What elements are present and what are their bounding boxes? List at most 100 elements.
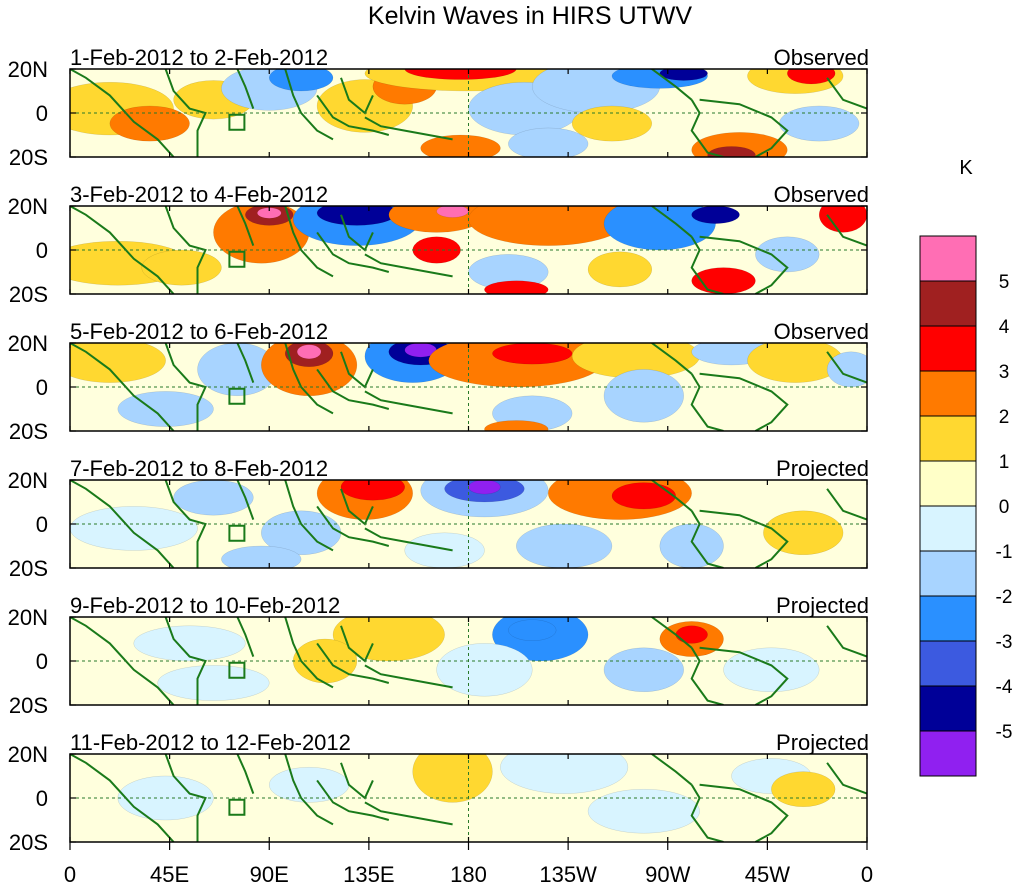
lat-tick-label: 20N — [8, 194, 48, 219]
coastline — [340, 77, 374, 115]
anomaly-contour — [436, 643, 533, 697]
anomaly-contour — [508, 127, 589, 157]
coastline — [164, 754, 207, 842]
coastline — [690, 99, 724, 157]
coastline — [340, 625, 374, 663]
anomaly-contour — [404, 532, 485, 568]
coastline — [316, 368, 390, 410]
lat-tick-label: 0 — [36, 649, 48, 674]
coastline — [699, 646, 789, 705]
coastline — [826, 351, 867, 384]
lat-tick-label: 0 — [36, 375, 48, 400]
colorbar-tick-label: -5 — [996, 722, 1013, 743]
anomaly-contour — [707, 146, 756, 157]
anomaly-contour — [611, 482, 676, 510]
coastline — [651, 480, 693, 512]
anomaly-contour — [269, 69, 334, 92]
coastline — [690, 647, 724, 705]
coastline — [236, 206, 255, 246]
map-panel: 20N 0 20S 11-Feb-2012 to 12-Feb-2012 Project… — [8, 730, 869, 855]
coastline — [651, 69, 693, 101]
coastline — [284, 754, 334, 826]
region-box — [228, 113, 246, 131]
panel-status-label: Observed — [774, 45, 869, 70]
coastline — [690, 236, 724, 294]
coastline — [236, 617, 255, 657]
coastline — [364, 253, 453, 278]
anomaly-contour — [603, 647, 684, 692]
anomaly-contour — [691, 206, 740, 224]
coastline — [164, 617, 207, 705]
anomaly-contour — [587, 789, 700, 834]
coastline — [699, 509, 789, 568]
lon-tick-label: 135W — [539, 862, 597, 887]
lon-tick-label: 0 — [861, 862, 873, 887]
colorbar-tick-label: 1 — [999, 452, 1010, 473]
anomaly-contour — [492, 343, 573, 365]
lon-tick-label: 90W — [645, 862, 690, 887]
anomaly-contour — [70, 506, 198, 551]
region-box — [228, 387, 246, 405]
panel-date-label: 11-Feb-2012 to 12-Feb-2012 — [70, 730, 351, 755]
anomaly-contour — [755, 236, 820, 273]
coastline — [316, 94, 390, 136]
colorbar-tick-label: 4 — [999, 317, 1010, 338]
lon-tick-label: 45E — [150, 862, 189, 887]
lat-tick-label: 20N — [8, 468, 48, 493]
coastline — [284, 206, 334, 278]
anomaly-contour — [500, 754, 629, 794]
lat-tick-label: 20N — [8, 331, 48, 356]
anomaly-contour — [436, 206, 469, 218]
anomaly-contour — [603, 206, 716, 251]
anomaly-contour — [659, 69, 708, 81]
anomaly-contour — [571, 105, 653, 142]
lat-tick-label: 20N — [8, 605, 48, 630]
panel-status-label: Projected — [776, 593, 869, 618]
colorbar-tick-label: -1 — [996, 542, 1013, 563]
anomaly-contour — [723, 647, 820, 692]
anomaly-contour — [316, 206, 397, 226]
colorbar-swatch — [919, 595, 977, 642]
coastline — [236, 480, 255, 520]
coastline — [340, 762, 374, 800]
lon-tick-label: 90E — [250, 862, 289, 887]
anomaly-contour — [508, 619, 557, 641]
coastline — [236, 69, 255, 109]
colorbar-swatch — [919, 235, 977, 282]
coastline — [316, 505, 390, 547]
panel-date-label: 5-Feb-2012 to 6-Feb-2012 — [70, 319, 328, 344]
panel-date-label: 7-Feb-2012 to 8-Feb-2012 — [70, 456, 328, 481]
anomaly-contour — [468, 206, 629, 246]
map-panel: 20N 0 20S 9-Feb-2012 to 10-Feb-2012 Projecte… — [8, 593, 869, 718]
colorbar-swatch — [919, 550, 977, 597]
coastline — [70, 69, 175, 157]
coastline — [164, 206, 207, 294]
coastline — [340, 488, 374, 526]
coastline — [699, 235, 789, 294]
colorbar: K 5 4 3 2 1 0 -1 -2 -3 -4 -5 — [919, 157, 1013, 777]
anomaly-contour — [269, 767, 350, 803]
coastline — [364, 116, 453, 141]
colorbar-swatch — [919, 505, 977, 552]
coastline — [826, 488, 867, 521]
lat-tick-label: 20S — [9, 830, 48, 855]
colorbar-swatch — [919, 415, 977, 462]
anomaly-contour — [675, 625, 708, 644]
panel-date-label: 9-Feb-2012 to 10-Feb-2012 — [70, 593, 340, 618]
panel-status-label: Projected — [776, 730, 869, 755]
panel-status-label: Projected — [776, 456, 869, 481]
lat-tick-label: 0 — [36, 238, 48, 263]
anomaly-contour — [484, 280, 549, 294]
colorbar-swatch — [919, 730, 977, 777]
lat-tick-label: 20S — [9, 145, 48, 170]
anomaly-contour — [763, 510, 844, 555]
anomaly-contour — [141, 249, 222, 286]
colorbar-swatch — [919, 370, 977, 417]
lat-tick-label: 20S — [9, 693, 48, 718]
panel-date-label: 3-Feb-2012 to 4-Feb-2012 — [70, 182, 328, 207]
anomaly-contour — [70, 343, 166, 383]
coastline — [690, 510, 724, 568]
lat-tick-label: 20S — [9, 419, 48, 444]
map-panel: 20N 0 20S 3-Feb-2012 to 4-Feb-2012 Observed — [8, 182, 869, 307]
longitude-axis: 0 45E 90E 135E 180 135W 90W 45W 0 — [64, 842, 873, 887]
